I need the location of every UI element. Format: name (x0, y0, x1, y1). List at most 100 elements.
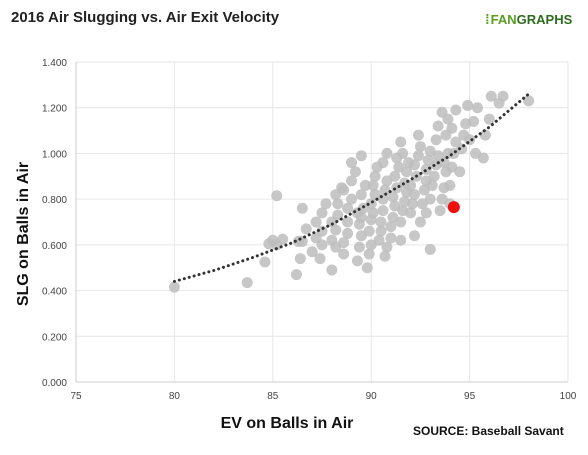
scatter-point (436, 106, 448, 118)
x-tick-label: 85 (267, 391, 279, 402)
scatter-point (277, 233, 289, 245)
scatter-point (395, 216, 407, 228)
scatter-point (320, 198, 332, 210)
scatter-point (271, 190, 283, 202)
scatter-point (306, 246, 318, 258)
scatter-point (338, 184, 350, 196)
tick-labels: 0.000 0.200 0.400 0.600 0.800 1.000 1.200 1.400… (42, 58, 577, 402)
scatter-point (497, 90, 509, 102)
scatter-point (168, 281, 180, 293)
scatter-point (326, 264, 338, 276)
scatter-point (377, 157, 389, 169)
scatter-point (446, 122, 458, 134)
scatter-point (485, 90, 497, 102)
scatter-point (424, 193, 436, 205)
scatter-point (430, 134, 442, 146)
y-tick-label: 1.000 (42, 149, 67, 160)
scatter-point (351, 255, 363, 267)
grid-lines (75, 61, 569, 383)
y-tick-label: 0.600 (42, 241, 67, 252)
y-tick-label: 1.200 (42, 104, 67, 115)
scatter-point (346, 175, 358, 187)
scatter-point (290, 269, 302, 281)
scatter-point (387, 191, 399, 203)
scatter-point (316, 207, 328, 219)
scatter-point (407, 198, 419, 210)
scatter-point (367, 207, 379, 219)
scatter-point (338, 237, 350, 249)
scatter-point (385, 232, 397, 244)
y-tick-label: 0.200 (42, 332, 67, 343)
scatter-point (375, 225, 387, 237)
scatter-point (434, 205, 446, 217)
scatter-point (381, 147, 393, 159)
scatter-point (355, 189, 367, 201)
scatter-point (365, 198, 377, 210)
scatter-point (456, 143, 468, 155)
scatter-point (349, 166, 361, 178)
scatter-point (523, 95, 535, 107)
scatter-point (432, 120, 444, 132)
x-tick-label: 100 (560, 391, 577, 402)
scatter-point (377, 205, 389, 217)
x-tick-label: 95 (464, 391, 476, 402)
scatter-point (294, 253, 306, 265)
y-axis-label: SLG on Balls in Air (15, 161, 32, 307)
scatter-point (379, 184, 391, 196)
x-tick-label: 90 (366, 391, 378, 402)
scatter-point (314, 253, 326, 265)
scatter-point (414, 216, 426, 228)
scatter-point (471, 102, 483, 114)
scatter-point (444, 179, 456, 191)
x-tick-label: 80 (169, 391, 181, 402)
scatter-point (379, 250, 391, 262)
scatter-point (332, 198, 344, 210)
scatter-point (468, 115, 480, 127)
scatter-point (342, 227, 354, 239)
scatter-point (359, 179, 371, 191)
scatter-point (361, 262, 373, 274)
scatter-point (346, 193, 358, 205)
scatter-point (367, 179, 379, 191)
scatter-point (369, 170, 381, 182)
scatter-point (479, 129, 491, 141)
scatter-point (414, 141, 426, 153)
logo-text-graphs: GRAPHS (516, 12, 573, 27)
trendline (172, 92, 531, 283)
scatter-point (405, 207, 417, 219)
scatter-point (426, 179, 438, 191)
source-note: SOURCE: Baseball Savant (413, 424, 564, 438)
y-tick-label: 1.400 (42, 58, 67, 69)
scatter-point (310, 216, 322, 228)
scatter-point (326, 234, 338, 246)
scatter-point (395, 234, 407, 246)
scatter-point (483, 113, 495, 125)
y-tick-label: 0.000 (42, 378, 67, 389)
scatter-point (355, 150, 367, 162)
scatter-point (342, 216, 354, 228)
scatter-point (241, 277, 253, 289)
scatter-point (373, 234, 385, 246)
data-points (168, 90, 535, 293)
scatter-point (454, 166, 466, 178)
scatter-point (389, 170, 401, 182)
scatter-point (363, 225, 375, 237)
chart-title: 2016 Air Slugging vs. Air Exit Velocity (11, 9, 280, 26)
highlighted-player (447, 201, 460, 214)
scatter-point (259, 256, 271, 268)
scatter-point (412, 129, 424, 141)
fangraphs-logo-icon: ⁞ (485, 11, 490, 27)
scatter-point (296, 235, 308, 247)
scatter-point (316, 225, 328, 237)
scatter-point (342, 202, 354, 214)
scatter-point (462, 99, 474, 111)
scatter-point (420, 163, 432, 175)
scatter-point (401, 166, 413, 178)
scatter-point (408, 159, 420, 171)
y-tick-label: 0.800 (42, 195, 67, 206)
scatter-point (296, 202, 308, 214)
scatter-point (477, 152, 489, 164)
fangraphs-logo: ⁞FANGRAPHS (485, 11, 572, 27)
scatter-point (316, 239, 328, 251)
